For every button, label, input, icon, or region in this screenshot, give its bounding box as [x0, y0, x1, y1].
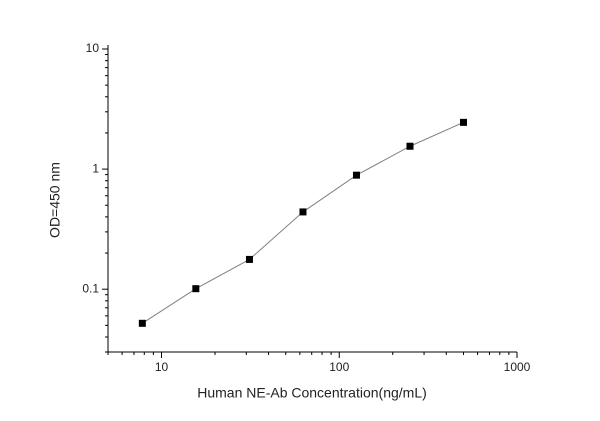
data-line	[142, 121, 464, 324]
x-tick-label: 10	[155, 360, 169, 374]
y-axis-label: OD=450 nm	[47, 162, 63, 238]
x-tick-label: 100	[329, 360, 349, 374]
data-point	[406, 142, 414, 150]
data-point	[245, 255, 253, 263]
data-point	[138, 319, 146, 327]
data-point	[192, 285, 200, 293]
data-point	[352, 171, 360, 179]
y-tick-label: 10	[86, 41, 100, 55]
y-tick-label: 0.1	[82, 281, 99, 295]
data-point	[299, 208, 307, 216]
x-tick-label: 1000	[504, 360, 531, 374]
x-axis-label: Human NE-Ab Concentration(ng/mL)	[197, 385, 427, 401]
y-tick-label: 1	[92, 161, 99, 175]
data-point	[459, 118, 467, 126]
